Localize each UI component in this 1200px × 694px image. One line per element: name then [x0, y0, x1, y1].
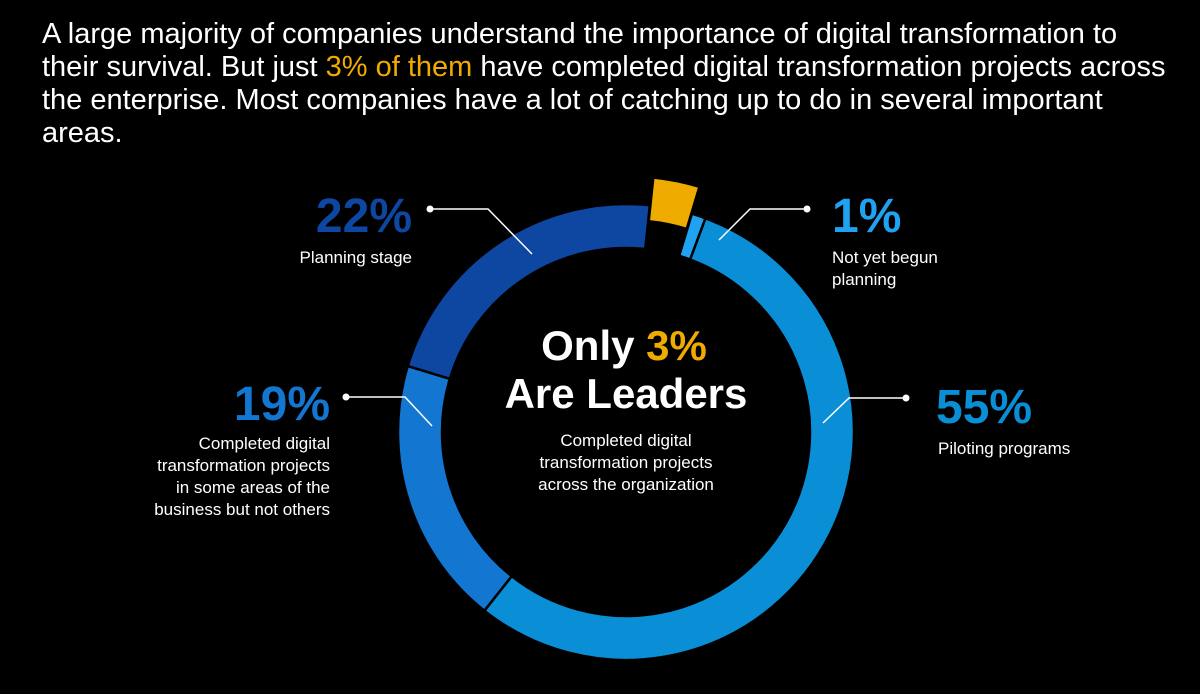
headline-text-1: A large majority of companies understand… — [42, 18, 1118, 83]
headline-text-2: have completed digital transformation pr… — [42, 51, 1166, 149]
planning-percent: 22% — [316, 190, 412, 243]
center-title-line-2: Are Leaders — [505, 370, 748, 417]
not-begun-label-line-2: planning — [832, 270, 896, 289]
headline-highlight: 3% of them — [325, 51, 473, 83]
not-begun-percent: 1% — [832, 190, 901, 243]
completed-some-percent: 19% — [234, 378, 330, 431]
center-title-line-1: Only 3% — [541, 322, 707, 369]
donut-segments — [396, 176, 856, 662]
callout-dot-planning — [426, 205, 434, 213]
completed-some-label-line-3: in some areas of the — [176, 478, 330, 497]
donut-segment-planning — [406, 202, 652, 381]
completed-some-label-line-4: business but not others — [154, 500, 330, 519]
center-subtitle-line-1: Completed digital — [560, 431, 691, 450]
donut-segment-completed-some — [396, 364, 514, 613]
piloting-label-line-1: Piloting programs — [938, 439, 1070, 458]
callout-line-planning — [430, 208, 533, 255]
piloting-percent: 55% — [936, 381, 1032, 434]
callout-lines — [342, 205, 910, 427]
callout-dot-piloting — [902, 394, 910, 402]
callout-line-piloting — [822, 397, 906, 424]
completed-some-label-line-2: transformation projects — [157, 456, 330, 475]
center-subtitle-line-2: transformation projects — [540, 453, 713, 472]
planning-label-line-1: Planning stage — [300, 248, 412, 267]
callout-dot-completed-some — [342, 393, 350, 401]
center-title-prefix: Only — [541, 322, 646, 369]
callout-dot-not-begun — [803, 205, 811, 213]
donut-segment-piloting — [482, 216, 856, 662]
not-begun-label-line-1: Not yet begun — [832, 248, 938, 267]
callout-line-completed-some — [346, 396, 433, 427]
center-subtitle-line-3: across the organization — [538, 475, 714, 494]
headline: A large majority of companies understand… — [42, 18, 1172, 150]
callout-line-not-begun — [718, 208, 807, 241]
center-title-highlight: 3% — [646, 322, 707, 369]
completed-some-label-line-1: Completed digital — [199, 434, 330, 453]
